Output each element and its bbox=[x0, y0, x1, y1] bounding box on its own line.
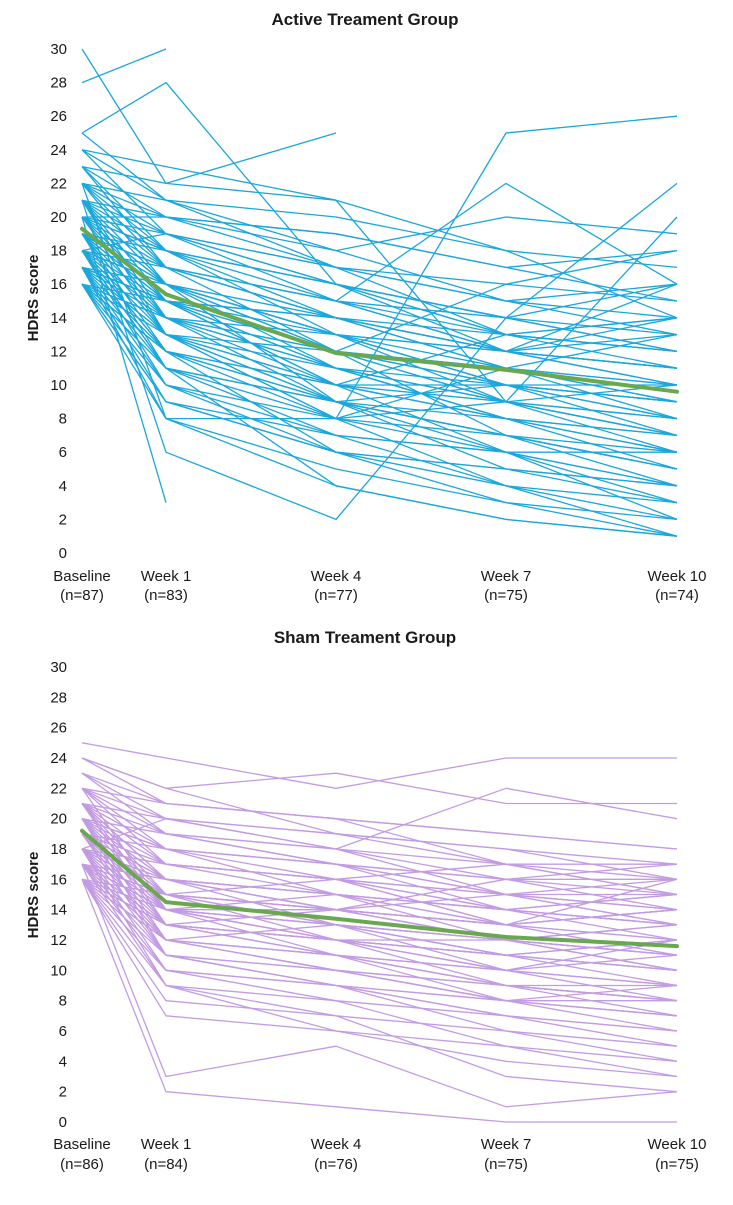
sham-y-tick-label: 4 bbox=[59, 1053, 67, 1070]
sham-x-tick-n-label: (n=84) bbox=[144, 1156, 188, 1173]
active-subject-line bbox=[81, 166, 678, 369]
sham-y-tick-label: 28 bbox=[50, 689, 67, 706]
active-y-tick-label: 0 bbox=[59, 545, 67, 562]
active-y-tick-label: 16 bbox=[50, 276, 67, 293]
active-y-tick-label: 12 bbox=[50, 343, 67, 360]
sham-subject-line bbox=[81, 879, 677, 1123]
active-subject-line bbox=[81, 199, 678, 252]
active-y-tick-label: 24 bbox=[50, 142, 67, 159]
sham-subject-line bbox=[81, 757, 677, 805]
active-y-tick-label: 28 bbox=[50, 75, 67, 92]
active-subject-line bbox=[81, 233, 678, 437]
sham-y-tick-label: 2 bbox=[59, 1084, 67, 1101]
active-y-tick-label: 14 bbox=[50, 310, 67, 327]
sham-x-tick-n-label: (n=86) bbox=[60, 1156, 104, 1173]
sham-subject-line bbox=[81, 878, 678, 1062]
active-subject-line bbox=[81, 233, 678, 487]
sham-y-tick-label: 26 bbox=[50, 720, 67, 737]
active-x-tick-n-label: (n=83) bbox=[144, 587, 188, 604]
sham-y-axis-label: HDRS score bbox=[25, 852, 42, 939]
sham-subject-line bbox=[81, 833, 678, 926]
sham-subject-line bbox=[81, 848, 678, 1093]
active-x-tick-n-label: (n=75) bbox=[484, 587, 528, 604]
active-subject-line bbox=[81, 182, 678, 353]
sham-y-tick-label: 8 bbox=[59, 993, 67, 1010]
sham-subject-line bbox=[81, 757, 678, 896]
sham-subject-line bbox=[81, 742, 677, 789]
active-panel: Active Treament Group HDRS score 0246810… bbox=[25, 10, 706, 604]
sham-y-tick-label: 14 bbox=[50, 902, 67, 919]
sham-subject-line bbox=[81, 818, 678, 1047]
active-subject-line bbox=[81, 250, 678, 487]
active-y-tick-label: 8 bbox=[59, 411, 67, 428]
sham-x-tick-n-label: (n=75) bbox=[484, 1156, 528, 1173]
sham-y-tick-label: 0 bbox=[59, 1114, 67, 1131]
active-subject-line bbox=[81, 165, 678, 319]
active-x-tick-label: Week 1 bbox=[141, 568, 192, 585]
sham-subject-line bbox=[81, 802, 678, 865]
active-y-tick-label: 18 bbox=[50, 243, 67, 260]
sham-x-tick-label: Week 4 bbox=[311, 1136, 362, 1153]
active-y-axis-label: HDRS score bbox=[25, 255, 42, 342]
active-subject-line bbox=[81, 250, 678, 537]
active-x-tick-n-label: (n=77) bbox=[314, 587, 358, 604]
active-x-tick-n-label: (n=74) bbox=[655, 587, 699, 604]
sham-mean-line bbox=[80, 828, 679, 949]
sham-y-tick-label: 20 bbox=[50, 811, 67, 828]
sham-subject-line bbox=[81, 772, 678, 850]
active-subject-line bbox=[81, 233, 507, 420]
sham-subject-line bbox=[81, 863, 678, 1032]
sham-y-tick-label: 18 bbox=[50, 841, 67, 858]
active-y-tick-label: 4 bbox=[59, 478, 67, 495]
active-x-tick-n-label: (n=87) bbox=[60, 587, 104, 604]
active-mean-line bbox=[80, 226, 679, 394]
sham-panel: Sham Treament Group HDRS score 024681012… bbox=[25, 628, 706, 1173]
sham-y-tick-label: 6 bbox=[59, 1023, 67, 1040]
sham-x-tick-n-label: (n=75) bbox=[655, 1156, 699, 1173]
active-x-tick-label: Week 4 bbox=[311, 568, 362, 585]
active-subject-line bbox=[81, 166, 678, 369]
active-x-tick-label: Week 10 bbox=[648, 568, 707, 585]
active-subject-line bbox=[81, 267, 678, 537]
active-x-tick-label: Week 7 bbox=[481, 568, 532, 585]
active-x-tick-label: Baseline bbox=[53, 568, 111, 585]
active-subject-line bbox=[82, 216, 678, 269]
sham-x-tick-label: Week 10 bbox=[648, 1136, 707, 1153]
sham-x-tick-label: Week 1 bbox=[141, 1136, 192, 1153]
active-subject-line bbox=[81, 216, 678, 521]
sham-subject-line bbox=[81, 848, 678, 971]
active-y-tick-label: 20 bbox=[50, 209, 67, 226]
sham-y-tick-label: 12 bbox=[50, 932, 67, 949]
active-subject-line bbox=[81, 283, 678, 353]
sham-chart-title: Sham Treament Group bbox=[274, 628, 456, 647]
active-y-tick-label: 30 bbox=[50, 41, 67, 58]
active-subject-line bbox=[81, 283, 678, 537]
sham-y-tick-label: 16 bbox=[50, 871, 67, 888]
sham-x-tick-n-label: (n=76) bbox=[314, 1156, 358, 1173]
active-subject-line bbox=[81, 48, 167, 84]
sham-y-tick-label: 30 bbox=[50, 659, 67, 676]
active-subject-line bbox=[81, 132, 678, 269]
sham-subject-line bbox=[81, 818, 677, 896]
active-chart-title: Active Treament Group bbox=[271, 10, 458, 29]
active-y-tick-label: 22 bbox=[50, 175, 67, 192]
active-y-tick-label: 10 bbox=[50, 377, 67, 394]
sham-subject-line bbox=[81, 878, 678, 987]
sham-subject-line bbox=[81, 863, 678, 1108]
sham-x-tick-label: Baseline bbox=[53, 1136, 111, 1153]
active-y-tick-label: 2 bbox=[59, 511, 67, 528]
sham-y-tick-label: 10 bbox=[50, 962, 67, 979]
sham-y-tick-label: 24 bbox=[50, 750, 67, 767]
sham-y-tick-label: 22 bbox=[50, 780, 67, 797]
sham-x-tick-label: Week 7 bbox=[481, 1136, 532, 1153]
sham-subject-line bbox=[81, 878, 677, 1002]
active-y-tick-label: 6 bbox=[59, 444, 67, 461]
active-y-tick-label: 26 bbox=[50, 108, 67, 125]
